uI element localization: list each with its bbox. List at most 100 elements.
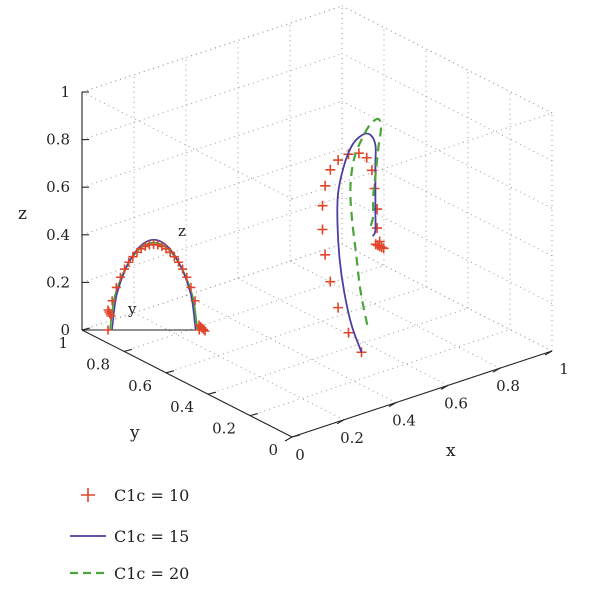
z-tick-label: 1 xyxy=(60,83,70,101)
x-tick-mark xyxy=(336,419,345,425)
inset-y-label: y xyxy=(127,300,137,318)
box-edge xyxy=(81,5,343,93)
y-tick-mark xyxy=(123,348,133,352)
y-tick-label: 0.6 xyxy=(128,377,152,395)
legend: C1c = 10 C1c = 15 C1c = 20 xyxy=(70,486,189,583)
x-tick-mark xyxy=(284,436,293,442)
grid-line xyxy=(81,148,343,236)
grid-line xyxy=(133,312,345,421)
grid-line xyxy=(207,307,469,395)
inset-curve-c1c-15 xyxy=(111,238,197,331)
legend-item-c1c-20: C1c = 20 xyxy=(70,564,189,583)
x-axis-label: x xyxy=(446,441,456,461)
y-tick-label: 0.2 xyxy=(212,420,236,438)
series-line xyxy=(349,117,383,326)
tick-labels: 00.20.40.60.8100.20.40.60.8100.20.40.60.… xyxy=(46,83,569,464)
data-point-plus xyxy=(103,325,113,335)
x-tick-label: 0.8 xyxy=(496,377,520,395)
y-axis-label: y xyxy=(129,423,140,443)
grid-line xyxy=(165,286,427,374)
x-tick-mark xyxy=(544,350,553,356)
grid-line xyxy=(185,295,397,404)
axis-labels: x y z z y xyxy=(18,204,456,461)
data-point-plus xyxy=(317,224,328,235)
data-point-plus xyxy=(325,164,336,175)
data-point-plus xyxy=(333,302,344,313)
y-tick-label: 0 xyxy=(268,441,278,459)
data-point-plus xyxy=(372,223,383,234)
series-c1c-20 xyxy=(349,117,383,326)
x-axis-line xyxy=(291,350,553,438)
data-point-plus xyxy=(165,247,175,257)
box-edge xyxy=(291,112,553,200)
z-axis-label: z xyxy=(18,204,27,224)
data-point-plus xyxy=(186,282,196,292)
y-tick-label: 0.8 xyxy=(86,355,110,373)
x-tick-label: 1 xyxy=(559,360,569,378)
inset-z-label: z xyxy=(178,222,186,240)
z-tick-label: 0.2 xyxy=(46,273,70,291)
inset-projection xyxy=(84,238,210,336)
data-point-plus xyxy=(190,296,200,306)
z-tick-label: 0.4 xyxy=(46,226,70,244)
x-tick-label: 0.6 xyxy=(444,394,468,412)
grid-line xyxy=(81,100,343,188)
y-tick-mark xyxy=(165,370,175,374)
series-layer xyxy=(317,117,389,358)
legend-item-c1c-15: C1c = 15 xyxy=(70,527,189,546)
data-point-plus xyxy=(200,326,210,336)
z-tick-label: 0.8 xyxy=(46,131,70,149)
data-point-plus xyxy=(199,325,208,334)
legend-label: C1c = 15 xyxy=(114,527,189,546)
data-point-plus xyxy=(120,264,130,274)
grid-line xyxy=(341,53,553,162)
data-point-plus xyxy=(104,307,114,317)
y-tick-mark xyxy=(249,413,259,417)
legend-marker-plus xyxy=(81,488,95,502)
grid-line xyxy=(341,243,553,352)
x-tick-label: 0.4 xyxy=(392,412,416,430)
data-point-plus xyxy=(378,243,389,254)
grid-line xyxy=(81,53,343,141)
data-point-plus xyxy=(107,296,117,306)
data-point-plus xyxy=(178,264,188,274)
data-point-plus xyxy=(333,155,344,166)
data-point-plus xyxy=(320,180,331,191)
grid-line xyxy=(341,195,553,304)
y-tick-label: 0.4 xyxy=(170,398,194,416)
y-tick-mark xyxy=(291,434,301,438)
data-point-plus xyxy=(115,272,125,282)
grid-line xyxy=(81,243,343,331)
box-edge xyxy=(341,5,553,114)
y-tick-label: 1 xyxy=(58,334,68,352)
data-point-plus xyxy=(105,309,115,319)
series-line xyxy=(336,132,377,353)
data-point-plus xyxy=(376,242,387,253)
grid-line xyxy=(237,277,449,386)
z-tick-label: 0 xyxy=(60,321,70,339)
axis-frame xyxy=(81,91,553,442)
data-point-plus xyxy=(128,252,138,262)
data-point-plus xyxy=(325,276,336,287)
data-point-plus xyxy=(140,241,150,251)
y-axis-line xyxy=(81,329,293,438)
data-point-plus xyxy=(182,272,192,282)
x-tick-mark xyxy=(440,384,449,390)
grid-line xyxy=(249,329,511,417)
legend-item-c1c-10: C1c = 10 xyxy=(81,486,189,505)
legend-label: C1c = 20 xyxy=(114,564,189,583)
y-tick-mark xyxy=(81,327,91,331)
data-point-plus xyxy=(361,152,372,163)
x-tick-label: 0 xyxy=(295,446,305,464)
inset-curve-c1c-20 xyxy=(109,241,199,331)
legend-label: C1c = 10 xyxy=(114,486,189,505)
data-point-plus xyxy=(343,327,354,338)
grid-line xyxy=(123,264,385,352)
x-tick-mark xyxy=(492,367,501,373)
grid-layer xyxy=(81,5,553,438)
z-tick-label: 0.6 xyxy=(46,178,70,196)
data-point-plus xyxy=(106,311,116,321)
grid-line xyxy=(81,243,343,331)
data-point-plus xyxy=(169,252,179,262)
